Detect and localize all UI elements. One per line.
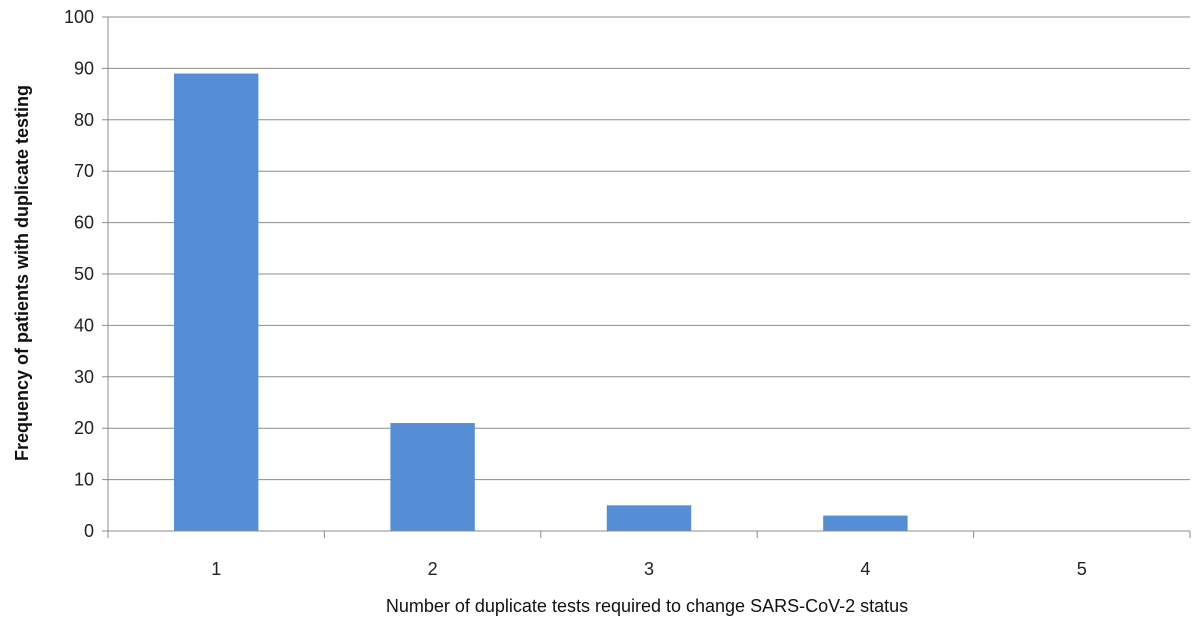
x-tick-label: 3: [644, 559, 654, 579]
axes: [107, 17, 1191, 538]
x-tick-label: 1: [211, 559, 221, 579]
gridlines: [102, 16, 1190, 532]
y-tick-label: 20: [74, 418, 94, 438]
y-tick-label: 80: [74, 110, 94, 130]
y-tick-label: 100: [64, 7, 94, 27]
x-tick-label: 5: [1077, 559, 1087, 579]
y-axis-title: Frequency of patients with duplicate tes…: [12, 85, 32, 461]
x-axis-title: Number of duplicate tests required to ch…: [386, 596, 908, 616]
y-tick-label: 90: [74, 58, 94, 78]
bar: [823, 515, 908, 531]
y-tick-label: 30: [74, 367, 94, 387]
x-tick-label: 2: [428, 559, 438, 579]
y-tick-label: 0: [84, 521, 94, 541]
bars: [174, 73, 908, 531]
y-tick-label: 50: [74, 264, 94, 284]
y-tick-labels: 0 10 20 30 40 50 60 70 80 90 100: [64, 7, 94, 541]
y-tick-label: 10: [74, 470, 94, 490]
y-tick-label: 60: [74, 213, 94, 233]
x-tick-labels: 1 2 3 4 5: [211, 559, 1087, 579]
y-tick-label: 40: [74, 315, 94, 335]
bar: [390, 423, 475, 531]
x-tick-label: 4: [860, 559, 870, 579]
bar: [174, 73, 259, 531]
y-tick-label: 70: [74, 161, 94, 181]
bar: [606, 505, 692, 531]
